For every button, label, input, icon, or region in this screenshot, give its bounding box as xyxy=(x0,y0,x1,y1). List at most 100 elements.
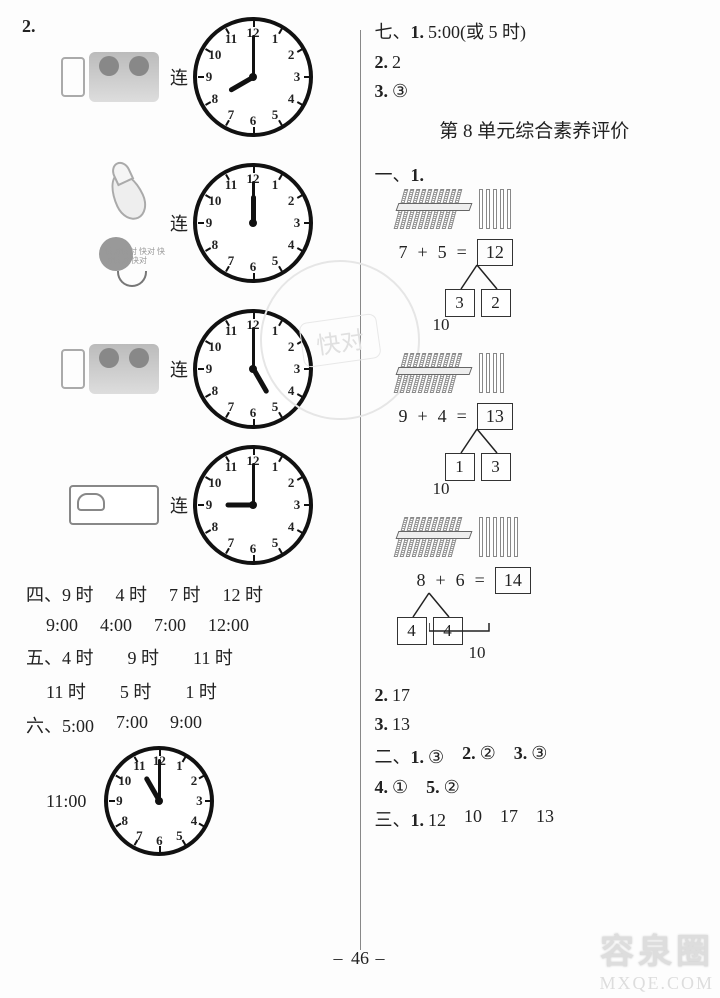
q2-label: 2. xyxy=(22,16,36,37)
clock-number: 7 xyxy=(221,253,241,269)
loose-sticks xyxy=(479,353,504,393)
clock-number: 4 xyxy=(281,91,301,107)
val: 7:00 xyxy=(154,615,186,636)
lian-label: 连 xyxy=(165,492,193,518)
clock-number: 2 xyxy=(281,47,301,63)
clock-number: 6 xyxy=(243,541,263,557)
lian-label: 连 xyxy=(165,210,193,236)
clock-number: 6 xyxy=(243,113,263,129)
section-5-row1: 五、4 时 9 时 11 时 xyxy=(26,644,352,670)
val: 1 时 xyxy=(185,678,217,704)
section-5-row2: 11 时 5 时 1 时 xyxy=(46,678,352,704)
item-num: 4. xyxy=(375,777,389,797)
item-num: 3. xyxy=(375,81,389,101)
clock-number: 4 xyxy=(281,237,301,253)
val: 9 时 xyxy=(128,644,160,670)
sticks-row xyxy=(399,353,701,393)
val: 7 时 xyxy=(169,581,201,607)
clock-number: 11 xyxy=(221,459,241,475)
item-num: 1. xyxy=(411,165,425,185)
item-num: 2. xyxy=(462,743,476,763)
item-text: ② xyxy=(444,777,460,797)
section-6-prefix: 六、 xyxy=(26,716,62,736)
clock-11: 121234567891011 xyxy=(104,746,214,856)
split-box: 3 xyxy=(481,453,511,481)
item-text: 13 xyxy=(392,714,410,734)
eq-part: 4 xyxy=(438,406,447,427)
section-2-prefix: 二、 xyxy=(375,747,411,767)
eq-part: + xyxy=(418,406,428,427)
item-text: ③ xyxy=(428,747,444,767)
sticks-bundle xyxy=(399,353,469,393)
val: 5 时 xyxy=(120,678,152,704)
clock-12: 121234567891011 xyxy=(193,163,313,283)
item-text: 12 xyxy=(428,810,446,830)
split-diagram: 13 xyxy=(457,429,537,464)
sticks-row xyxy=(399,189,701,229)
clock-number: 1 xyxy=(265,177,285,193)
section-7-item-2: 2.2 xyxy=(375,52,701,73)
section-1-head: 一、1. xyxy=(375,161,701,187)
section-1-item-3: 3.13 xyxy=(375,714,701,735)
ten-label: 10 xyxy=(433,315,450,335)
clock-number: 1 xyxy=(169,758,189,774)
val: 11 时 xyxy=(193,644,233,670)
clock-number: 10 xyxy=(115,773,135,789)
eq-part: = xyxy=(457,242,467,263)
val: 7:00 xyxy=(116,712,148,738)
item-num: 2. xyxy=(375,52,389,72)
item-text: ③ xyxy=(392,81,408,101)
section-3-row: 三、1.12 10 17 13 xyxy=(375,806,701,832)
sticks-bundle xyxy=(399,189,469,229)
section-2-row1: 二、1.③ 2.② 3.③ xyxy=(375,743,701,769)
item-text: 5:00(或 5 时) xyxy=(428,22,526,42)
item-text: 10 xyxy=(464,806,482,832)
clock-number: 11 xyxy=(221,31,241,47)
clock-number: 1 xyxy=(265,459,285,475)
clock-number: 4 xyxy=(184,813,204,829)
clock-number: 5 xyxy=(265,399,285,415)
clock-5: 121234567891011 xyxy=(193,309,313,429)
clock-row-3: 连 121234567891011 xyxy=(20,309,352,429)
clock-number: 3 xyxy=(287,69,307,85)
section-4-row1: 四、9 时 4 时 7 时 12 时 xyxy=(26,581,352,607)
clock-number: 11 xyxy=(129,758,149,774)
ten-label: 10 xyxy=(469,643,486,663)
clock-number: 7 xyxy=(221,399,241,415)
clock-number: 9 xyxy=(199,361,219,377)
clock-number: 2 xyxy=(281,475,301,491)
val: 11:00 xyxy=(46,791,86,812)
item-text: 17 xyxy=(500,806,518,832)
lian-label: 连 xyxy=(165,356,193,382)
clock-number: 1 xyxy=(265,323,285,339)
clock-number: 4 xyxy=(281,519,301,535)
result-box: 12 xyxy=(477,239,513,266)
loose-sticks xyxy=(479,189,511,229)
item-text: ① xyxy=(392,777,408,797)
eq-part: 7 xyxy=(399,242,408,263)
sticks-bundle xyxy=(399,517,469,557)
clock-number: 9 xyxy=(199,69,219,85)
clock-number: 10 xyxy=(205,339,225,355)
val: 12 时 xyxy=(223,581,264,607)
bed-icon xyxy=(69,485,159,525)
clock-number: 6 xyxy=(243,259,263,275)
kid-eating-icon: 快对快对 快对 快对快对 快对 xyxy=(89,233,159,293)
cup-icon xyxy=(61,57,85,97)
item-text: 2 xyxy=(392,52,401,72)
eq-part: + xyxy=(418,242,428,263)
val: 9:00 xyxy=(46,615,78,636)
clock-number: 4 xyxy=(281,383,301,399)
clock-8: 121234567891011 xyxy=(193,17,313,137)
equation-block: 9+4=131310 xyxy=(399,403,701,513)
clock-number: 11 xyxy=(221,177,241,193)
section-7-item-3: 3.③ xyxy=(375,81,701,102)
split-box: 4 xyxy=(397,617,427,645)
result-box: 13 xyxy=(477,403,513,430)
lian-label: 连 xyxy=(165,64,193,90)
item-num: 3. xyxy=(514,743,528,763)
eq-part: + xyxy=(436,570,446,591)
clock-number: 9 xyxy=(199,215,219,231)
column-divider xyxy=(360,30,361,950)
kids-walking-icon xyxy=(89,344,159,394)
